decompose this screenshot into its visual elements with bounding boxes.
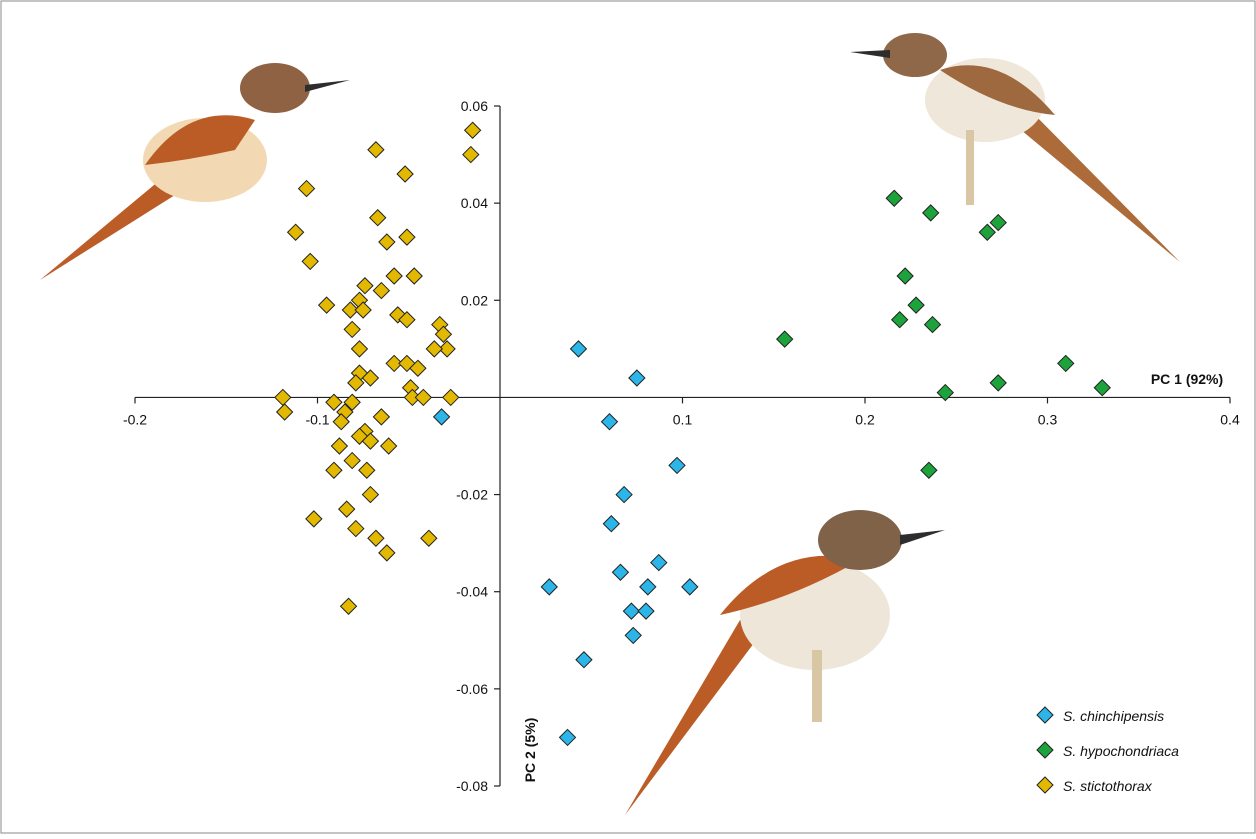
x-tick-label: -0.1 <box>305 411 329 427</box>
x-tick-label: 0.3 <box>1038 411 1058 427</box>
y-tick-label: 0.06 <box>461 98 488 114</box>
legend-label: S. hypochondriaca <box>1063 743 1179 759</box>
chart: PC 1 (92%) PC 2 (5%) -0.2 -0.1 0.1 0.2 0.3 0.… <box>0 0 1256 834</box>
y-tick-label: -0.08 <box>456 778 488 794</box>
x-tick-label: 0.1 <box>673 411 693 427</box>
x-tick-label: -0.2 <box>123 411 147 427</box>
x-axis-label: PC 1 (92%) <box>1151 371 1223 387</box>
y-tick-label: 0.02 <box>461 292 488 308</box>
legend-label: S. chinchipensis <box>1063 708 1164 724</box>
y-axis-label: PC 2 (5%) <box>522 718 538 783</box>
legend-label: S. stictothorax <box>1063 778 1153 794</box>
x-tick-label: 0.4 <box>1220 411 1240 427</box>
y-tick-label: 0.04 <box>461 195 488 211</box>
y-tick-label: -0.04 <box>456 584 488 600</box>
x-tick-label: 0.2 <box>855 411 875 427</box>
y-tick-label: -0.06 <box>456 681 488 697</box>
y-tick-label: -0.02 <box>456 487 488 503</box>
